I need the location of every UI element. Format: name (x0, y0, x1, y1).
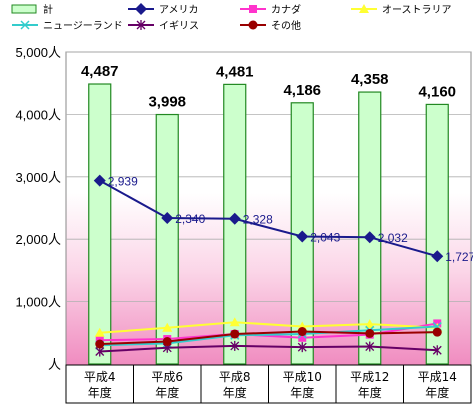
legend-label: オーストラリア (382, 4, 452, 16)
marker-x (20, 20, 30, 30)
category-label: 平成10 (283, 370, 322, 384)
marker-diamond (363, 231, 376, 244)
category-label: 平成6 (151, 370, 183, 384)
legend-label: アメリカ (159, 4, 199, 16)
series-その他 (95, 327, 442, 349)
bar-value-label: 4,358 (351, 71, 389, 88)
bar-value-label: 4,160 (418, 83, 456, 100)
category-label: 年度 (223, 385, 247, 400)
series-line (99, 325, 438, 347)
legend-label: 計 (43, 3, 53, 16)
y-tick-label: 2,000人 (15, 232, 61, 247)
category-label: 年度 (425, 385, 449, 400)
legend-swatch (11, 4, 37, 14)
category-label: 年度 (88, 385, 112, 400)
bar-total (358, 91, 382, 365)
legend-item: オーストラリア (351, 4, 452, 16)
marker-triangle (359, 4, 369, 13)
line-value-label: 2,043 (310, 231, 340, 245)
legend-label: その他 (271, 19, 301, 32)
bar-value-label: 4,481 (216, 63, 254, 80)
series-アメリカ: 2,939 2,340 2,328 2,043 2,032 1,727 (93, 174, 473, 264)
y-tick-label: 人 (48, 357, 61, 372)
marker-circle (365, 328, 375, 338)
data-labels: 4,487 3,998 4,481 4,186 4,358 4,160 (81, 63, 456, 111)
plot-area (65, 51, 472, 366)
legend-item: カナダ (240, 3, 301, 16)
marker-square (249, 5, 257, 13)
series-line (99, 344, 438, 353)
bar-value-label: 4,487 (81, 63, 119, 80)
series-line (99, 321, 438, 334)
marker-circle (230, 329, 240, 339)
category-label: 平成12 (350, 370, 389, 384)
marker-triangle (229, 317, 240, 327)
line-value-label: 1,727 (445, 250, 473, 264)
legend-label: イギリス (159, 20, 199, 32)
marker-circle (432, 327, 442, 337)
marker-diamond (161, 211, 174, 224)
series-line (99, 330, 438, 346)
category-label: 平成4 (84, 370, 116, 384)
line-value-label: 2,939 (108, 175, 138, 189)
marker-triangle (94, 327, 105, 337)
category-label: 平成14 (418, 370, 457, 384)
marker-circle (248, 20, 258, 30)
marker-diamond (296, 230, 309, 243)
y-tick-label: 1,000人 (15, 295, 61, 310)
bar-total (88, 83, 112, 365)
category-label: 年度 (358, 385, 382, 400)
bar-value-label: 4,186 (283, 82, 321, 99)
marker-square (298, 333, 307, 342)
bar-total (425, 103, 449, 365)
y-tick-label: 4,000人 (15, 107, 61, 122)
bar-total (155, 113, 179, 365)
legend-label: カナダ (271, 3, 301, 16)
legend-item: イギリス (128, 20, 199, 32)
legend-item: その他 (240, 19, 301, 32)
bar-value-label: 3,998 (148, 94, 186, 111)
marker-circle (297, 327, 307, 337)
marker-triangle (364, 319, 375, 329)
marker-circle (95, 339, 105, 349)
marker-triangle (162, 322, 173, 332)
line-value-label: 2,032 (378, 231, 408, 245)
grid (66, 51, 471, 303)
category-label: 平成8 (219, 370, 251, 384)
series-line (99, 179, 438, 258)
line-value-label: 2,340 (175, 212, 205, 226)
marker-diamond (93, 174, 106, 187)
marker-circle (162, 337, 172, 347)
legend-label: ニュージーランド (43, 20, 123, 32)
lines: 2,939 2,340 2,328 2,043 2,032 1,727 (93, 174, 473, 357)
legend-item: 計 (11, 3, 53, 16)
category-label: 年度 (155, 385, 179, 400)
category-label: 年度 (290, 385, 314, 400)
marker-diamond (135, 3, 147, 15)
line-value-label: 2,328 (243, 213, 273, 227)
series-イギリス (95, 340, 442, 357)
y-tick-label: 3,000人 (15, 170, 61, 185)
marker-diamond (228, 212, 241, 225)
legend-item: ニュージーランド (12, 20, 123, 32)
legend-item: アメリカ (128, 3, 199, 16)
y-tick-label: 5,000人 (15, 45, 61, 60)
marker-diamond (431, 250, 444, 263)
